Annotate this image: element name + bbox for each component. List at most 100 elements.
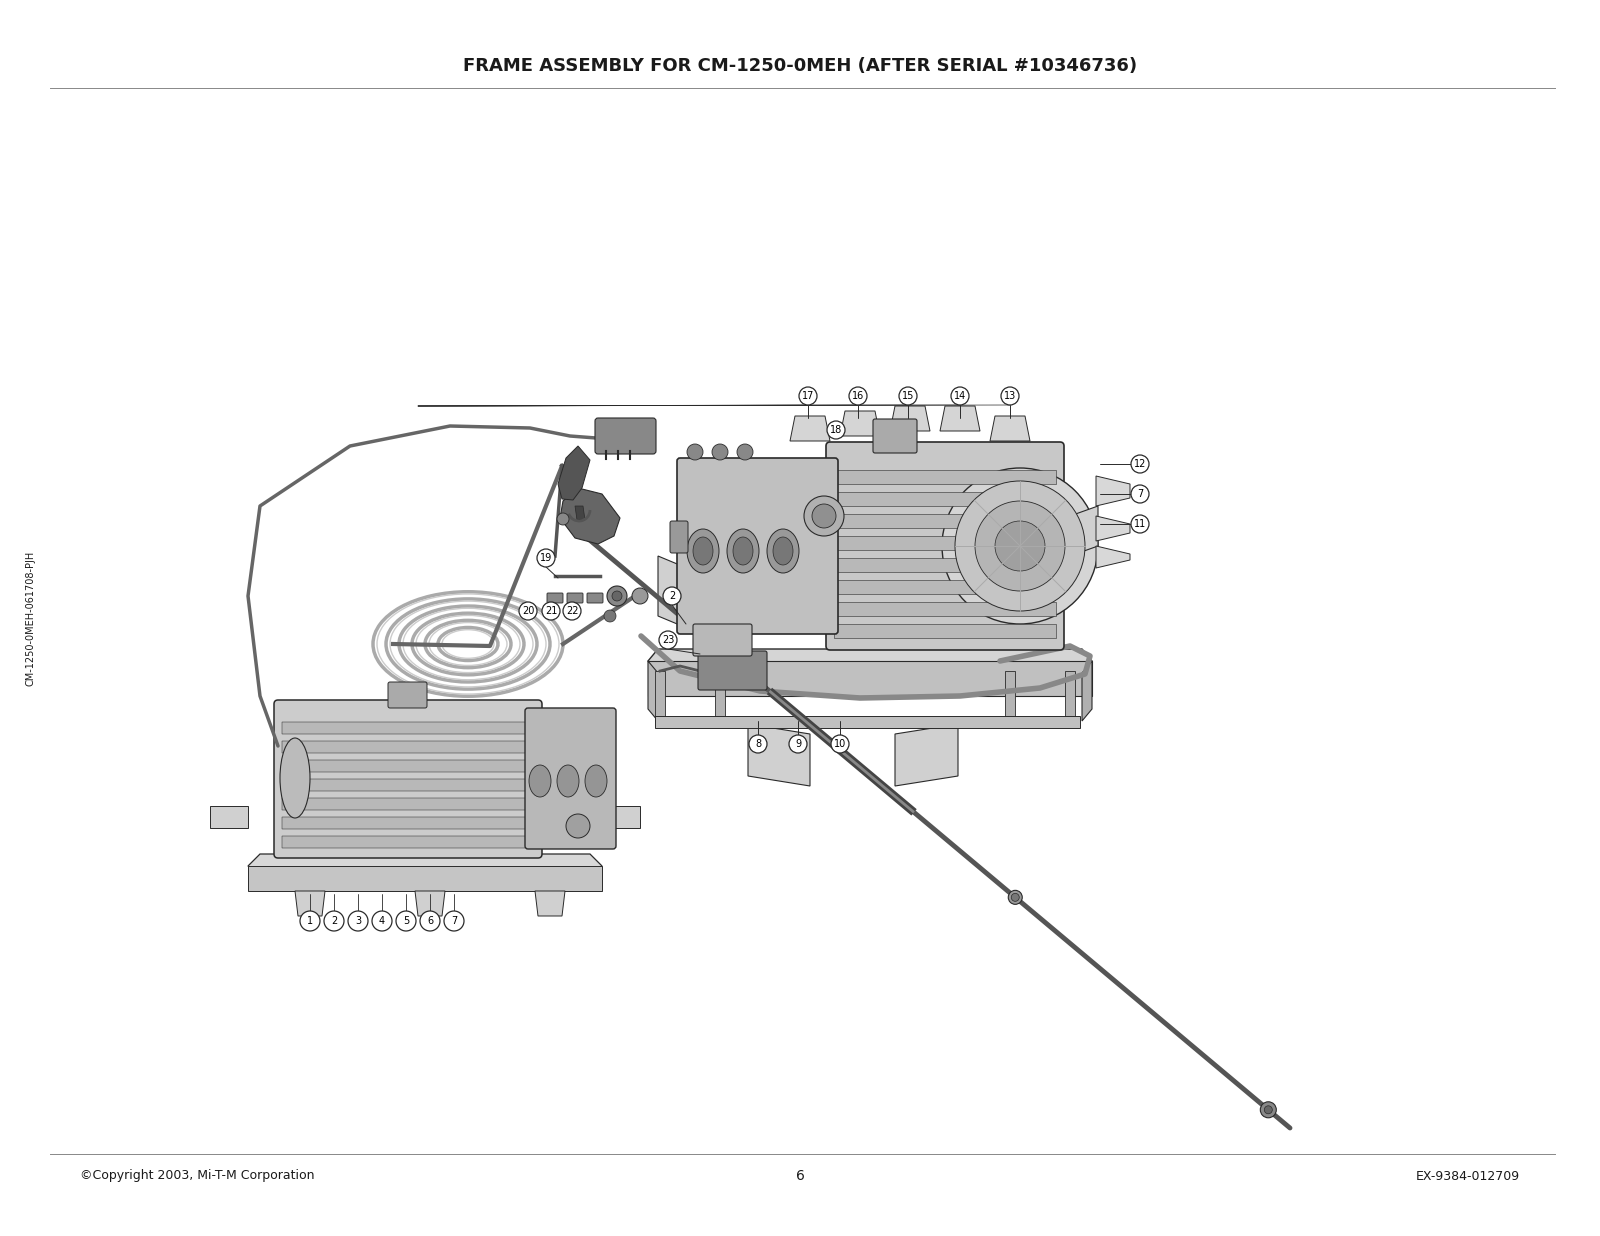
Circle shape — [538, 549, 555, 567]
Text: 8: 8 — [755, 739, 762, 749]
Ellipse shape — [280, 738, 310, 818]
Polygon shape — [941, 405, 979, 431]
Text: CM-1250-0MEH-061708-PJH: CM-1250-0MEH-061708-PJH — [26, 550, 35, 686]
FancyBboxPatch shape — [525, 708, 616, 849]
Polygon shape — [648, 661, 658, 721]
Polygon shape — [1082, 661, 1091, 721]
Ellipse shape — [693, 536, 714, 565]
Polygon shape — [1070, 506, 1098, 556]
Bar — [282, 742, 534, 753]
Ellipse shape — [586, 765, 606, 797]
Circle shape — [1261, 1101, 1277, 1117]
Circle shape — [632, 588, 648, 604]
Text: 7: 7 — [1138, 489, 1142, 499]
Circle shape — [686, 444, 702, 460]
Bar — [282, 722, 534, 734]
Polygon shape — [560, 488, 621, 544]
FancyBboxPatch shape — [677, 459, 838, 634]
FancyBboxPatch shape — [566, 593, 582, 603]
Circle shape — [662, 587, 682, 604]
Text: 2: 2 — [669, 591, 675, 601]
Bar — [654, 671, 666, 721]
Circle shape — [1131, 455, 1149, 473]
Polygon shape — [558, 446, 590, 501]
Text: 4: 4 — [379, 916, 386, 926]
Bar — [834, 536, 1056, 550]
Bar — [282, 779, 534, 791]
Ellipse shape — [557, 765, 579, 797]
Ellipse shape — [530, 765, 550, 797]
Text: 15: 15 — [902, 391, 914, 400]
Polygon shape — [1096, 546, 1130, 569]
Text: FRAME ASSEMBLY FOR CM-1250-0MEH (AFTER SERIAL #10346736): FRAME ASSEMBLY FOR CM-1250-0MEH (AFTER S… — [462, 57, 1138, 75]
Polygon shape — [248, 854, 602, 878]
Circle shape — [850, 387, 867, 405]
Circle shape — [445, 911, 464, 931]
FancyBboxPatch shape — [274, 700, 542, 858]
Circle shape — [805, 496, 845, 536]
Polygon shape — [840, 412, 880, 436]
Bar — [282, 817, 534, 829]
Bar — [834, 580, 1056, 595]
Bar — [1005, 671, 1014, 721]
Circle shape — [827, 421, 845, 439]
Circle shape — [373, 911, 392, 931]
Circle shape — [349, 911, 368, 931]
Polygon shape — [248, 866, 602, 891]
Text: 5: 5 — [403, 916, 410, 926]
Text: 16: 16 — [851, 391, 864, 400]
Bar — [834, 470, 1056, 485]
Text: 9: 9 — [795, 739, 802, 749]
Circle shape — [1131, 485, 1149, 503]
Text: 2: 2 — [331, 916, 338, 926]
Bar — [282, 798, 534, 810]
Bar — [834, 492, 1056, 506]
FancyBboxPatch shape — [698, 651, 766, 690]
Polygon shape — [534, 891, 565, 916]
Bar — [834, 602, 1056, 616]
Circle shape — [955, 481, 1085, 611]
Circle shape — [557, 513, 570, 525]
Bar — [834, 624, 1056, 638]
Circle shape — [301, 911, 320, 931]
FancyBboxPatch shape — [547, 593, 563, 603]
Text: 18: 18 — [830, 425, 842, 435]
Circle shape — [1011, 894, 1019, 901]
Circle shape — [613, 591, 622, 601]
Polygon shape — [414, 891, 445, 916]
Polygon shape — [894, 724, 958, 786]
Bar — [715, 671, 725, 721]
Ellipse shape — [773, 536, 794, 565]
Text: 10: 10 — [834, 739, 846, 749]
Circle shape — [995, 522, 1045, 571]
FancyBboxPatch shape — [587, 593, 603, 603]
Circle shape — [1002, 387, 1019, 405]
Circle shape — [899, 387, 917, 405]
FancyBboxPatch shape — [595, 418, 656, 454]
Polygon shape — [294, 891, 325, 916]
Circle shape — [397, 911, 416, 931]
Circle shape — [798, 387, 818, 405]
Circle shape — [1131, 515, 1149, 533]
Circle shape — [789, 735, 806, 753]
Text: EX-9384-012709: EX-9384-012709 — [1416, 1169, 1520, 1183]
Polygon shape — [210, 806, 248, 828]
Bar — [834, 557, 1056, 572]
Polygon shape — [648, 661, 1091, 696]
Circle shape — [518, 602, 538, 620]
Text: 11: 11 — [1134, 519, 1146, 529]
Text: 3: 3 — [355, 916, 362, 926]
Circle shape — [749, 735, 766, 753]
Text: 12: 12 — [1134, 459, 1146, 468]
Text: 6: 6 — [427, 916, 434, 926]
Circle shape — [606, 586, 627, 606]
Circle shape — [605, 611, 616, 622]
Polygon shape — [790, 417, 830, 441]
Text: 7: 7 — [451, 916, 458, 926]
FancyBboxPatch shape — [874, 419, 917, 454]
Circle shape — [325, 911, 344, 931]
Text: 1: 1 — [307, 916, 314, 926]
Circle shape — [566, 815, 590, 838]
Polygon shape — [658, 556, 682, 625]
Polygon shape — [574, 506, 586, 520]
